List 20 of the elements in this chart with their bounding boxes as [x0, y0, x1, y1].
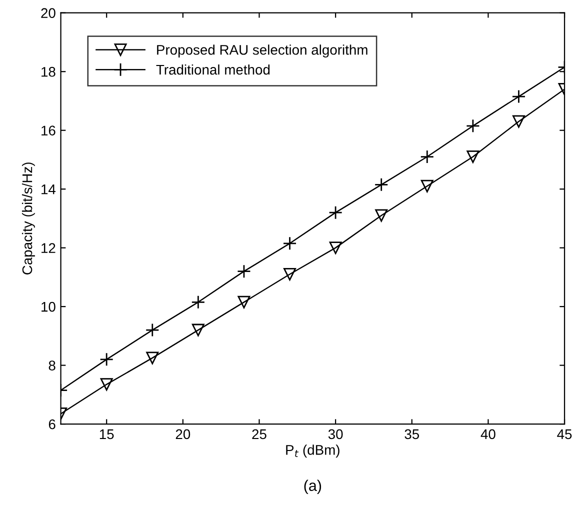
- y-axis-title: Capacity (bit/s/Hz): [22, 162, 35, 274]
- y-tick-label: 20: [41, 8, 56, 18]
- x-tick-label: 40: [480, 429, 496, 440]
- x-tick-label: 25: [252, 429, 266, 440]
- legend-label: Traditional method: [156, 64, 270, 75]
- x-tick-label: 15: [100, 429, 114, 440]
- y-tick-label: 6: [48, 419, 56, 430]
- y-tick-label: 12: [42, 243, 56, 253]
- x-tick-label: 30: [328, 429, 343, 440]
- y-tick-label: 18: [42, 66, 56, 77]
- x-tick-label: 35: [404, 429, 420, 440]
- x-axis-title: P$_{t}$ (dBm): [286, 444, 340, 458]
- x-tick-label: 45: [557, 429, 572, 440]
- y-tick-label: 16: [42, 126, 56, 136]
- legend-label: Proposed RAU selection algorithm: [157, 44, 368, 58]
- y-tick-label: 14: [42, 184, 56, 194]
- y-tick-label: 8: [48, 360, 56, 370]
- y-tick-label: 10: [42, 302, 56, 312]
- x-tick-label: 20: [176, 429, 190, 440]
- text: (a): [304, 480, 322, 494]
